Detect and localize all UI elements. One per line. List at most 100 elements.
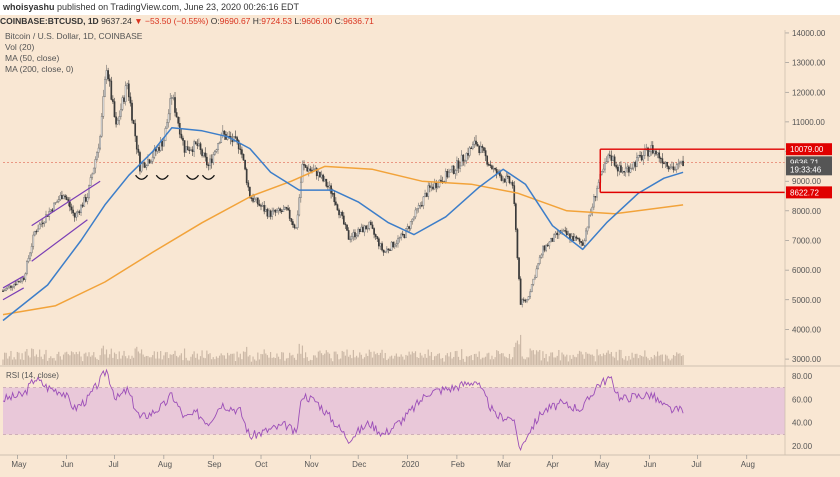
candle-body: [381, 243, 383, 251]
candle: [346, 224, 348, 231]
volume-bar: [201, 350, 203, 365]
volume-bar: [668, 358, 670, 365]
candle-body: [77, 211, 79, 214]
candle: [653, 150, 656, 157]
volume-bar: [115, 353, 117, 365]
candle-body: [640, 155, 643, 161]
price-tag-resistance: 10079.00: [786, 143, 832, 156]
candle-body: [405, 228, 407, 238]
candle: [398, 236, 401, 243]
candle-body: [583, 240, 586, 246]
wedge-trendline[interactable]: [31, 180, 101, 227]
candle: [339, 211, 342, 219]
volume-bar: [555, 357, 557, 365]
volume-bar: [86, 356, 89, 365]
volume-bar: [246, 346, 248, 365]
candle-body: [247, 182, 250, 188]
candle: [207, 163, 210, 171]
candle: [126, 82, 129, 90]
candle: [123, 95, 125, 105]
bottom-mark[interactable]: [135, 174, 149, 180]
volume-bar: [362, 358, 364, 365]
volume-bar: [650, 356, 652, 365]
volume-bar: [188, 360, 190, 365]
candle: [459, 161, 461, 173]
ma200-line[interactable]: [2, 165, 684, 316]
candle: [121, 95, 124, 112]
candle: [414, 207, 417, 220]
candle: [64, 193, 66, 200]
volume-bar: [166, 352, 168, 365]
candle: [104, 76, 106, 98]
candle-body: [473, 140, 476, 145]
candle: [365, 225, 367, 230]
chart-legend: Bitcoin / U.S. Dollar, 1D, COINBASE Vol …: [5, 31, 142, 75]
volume-bar: [354, 357, 356, 365]
rsi-line[interactable]: [2, 368, 684, 452]
legend-vol[interactable]: Vol (20): [5, 42, 35, 52]
bottom-mark[interactable]: [186, 174, 200, 180]
volume-bar: [601, 356, 603, 365]
publisher-name[interactable]: whoisyashu: [3, 2, 55, 12]
candle: [24, 272, 27, 283]
candle: [295, 227, 297, 229]
rsi-legend[interactable]: RSI (14, close): [6, 371, 59, 380]
candle: [357, 227, 360, 238]
candle-body: [384, 250, 387, 253]
volume-bar: [529, 348, 531, 365]
candle-body: [303, 164, 305, 166]
price-tick-label: 7000.00: [792, 236, 821, 245]
volume-bar: [290, 355, 292, 365]
candle-body: [167, 113, 170, 123]
volume-bar: [236, 351, 238, 365]
candle: [586, 226, 589, 235]
volume-bar: [613, 357, 616, 365]
candle-body: [623, 171, 625, 173]
time-tick-label: Oct: [255, 460, 268, 469]
volume-bar: [43, 354, 46, 365]
volume-bar: [45, 349, 47, 365]
ma50-line[interactable]: [2, 127, 684, 322]
candle: [88, 184, 90, 200]
legend-ma200[interactable]: MA (200, close, 0): [5, 64, 74, 74]
candle: [384, 250, 387, 254]
open-value: 9690.67: [219, 16, 251, 26]
volume-bar: [16, 351, 18, 365]
bottom-mark[interactable]: [155, 174, 169, 180]
candle-body: [479, 146, 482, 153]
price-pane[interactable]: [0, 30, 840, 365]
candle-body: [120, 109, 122, 117]
symbol-label[interactable]: COINBASE:BTCUSD, 1D: [0, 16, 99, 26]
volume-bar: [677, 353, 679, 365]
time-tick-label: Jul: [691, 460, 701, 469]
bottom-mark[interactable]: [201, 174, 215, 180]
volume-bar: [625, 356, 627, 365]
volume-bar: [112, 357, 114, 365]
candle: [581, 239, 584, 247]
wedge-trendline[interactable]: [2, 275, 25, 289]
candle: [274, 209, 277, 217]
volume-bar: [553, 357, 555, 365]
wedge-trendline[interactable]: [31, 219, 88, 262]
candle: [675, 162, 678, 173]
candle-body: [260, 205, 262, 207]
candle-body: [201, 149, 203, 156]
candle: [642, 150, 645, 165]
candle: [510, 181, 512, 185]
candle: [164, 126, 167, 142]
candle-body: [395, 243, 398, 246]
candle-body: [253, 198, 256, 202]
volume-bar: [459, 359, 461, 365]
candle: [376, 236, 379, 243]
candle: [538, 254, 541, 266]
candle-body: [500, 175, 503, 181]
candle: [271, 207, 274, 220]
candle: [530, 284, 533, 293]
volume-bar: [419, 352, 421, 365]
volume-bar: [548, 356, 550, 365]
candle: [448, 168, 450, 178]
wedge-trendline[interactable]: [2, 287, 25, 301]
legend-ma50[interactable]: MA (50, close): [5, 53, 60, 63]
time-tick-label: Mar: [497, 460, 511, 469]
